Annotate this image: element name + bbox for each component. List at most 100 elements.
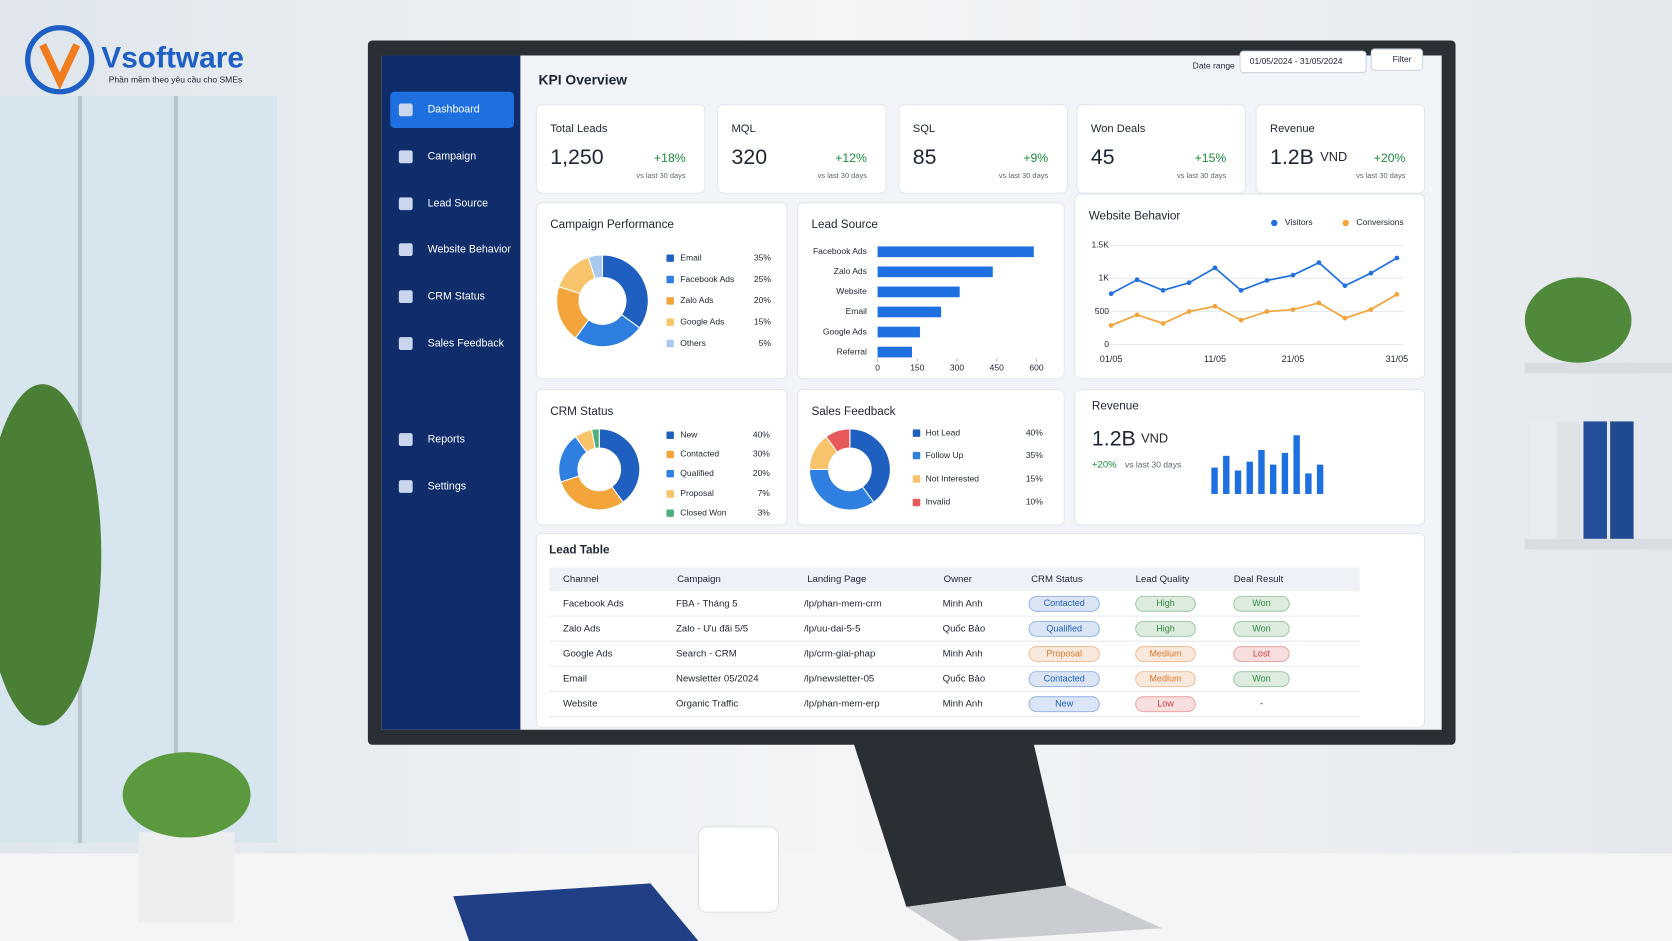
sidebar-icon (398, 150, 413, 164)
kpi-label: Revenue (1270, 123, 1315, 135)
revenue-unit: VND (1141, 431, 1168, 446)
filter-label: Filter (1393, 54, 1412, 64)
revenue-change: +20% (1092, 460, 1117, 471)
logo-ring (25, 25, 95, 95)
sidebar-item[interactable]: Reports (428, 433, 465, 445)
table-cell: Newsletter 05/2024 (676, 674, 759, 685)
mini-bar (1223, 455, 1230, 494)
line-point (1316, 300, 1322, 306)
kpi-note: vs last 30 days (999, 171, 1049, 180)
filter-button[interactable] (1370, 48, 1424, 71)
column-header: Deal Result (1234, 574, 1284, 585)
donut-slice (598, 428, 641, 503)
sidebar-item[interactable]: CRM Status (428, 290, 485, 302)
column-header: Lead Quality (1136, 574, 1190, 585)
legend-swatch (1342, 219, 1349, 227)
status-badge-label: Won (1252, 673, 1270, 683)
status-badge (1028, 595, 1100, 612)
x-tick-label: 450 (990, 362, 1004, 372)
legend-swatch (666, 490, 674, 498)
kpi-value-number: 320 (732, 145, 768, 169)
x-tick-label: 300 (950, 362, 964, 372)
table-cell: /lp/phan-mem-erp (804, 699, 880, 710)
line-point (1134, 312, 1140, 318)
table-cell: /lp/crm-giai-phap (804, 649, 875, 660)
line-point (1212, 303, 1218, 309)
status-badge (1135, 671, 1196, 688)
kpi-change: +15% (1195, 151, 1227, 165)
legend-swatch (666, 254, 674, 262)
mini-bar (1293, 435, 1300, 494)
column-header: CRM Status (1031, 574, 1083, 585)
sidebar-item[interactable]: Campaign (428, 151, 477, 163)
sidebar-item[interactable]: Settings (428, 480, 467, 492)
table-cell: Quốc Bảo (943, 674, 986, 685)
shelf (1524, 362, 1672, 374)
sidebar-item[interactable]: Dashboard (428, 104, 480, 116)
legend-swatch (666, 297, 674, 305)
data-label: 35% (1026, 450, 1043, 460)
status-badge (1028, 620, 1100, 637)
legend-label: Invalid (926, 497, 951, 507)
line-point (1394, 255, 1400, 261)
status-badge-label: Won (1252, 623, 1270, 633)
x-tick-label: 21/05 (1282, 354, 1305, 364)
line-point (1160, 321, 1166, 326)
status-badge-label: Contacted (1044, 673, 1085, 683)
kpi-label: Total Leads (550, 123, 608, 135)
status-badge-label: Lost (1253, 648, 1271, 658)
legend-label: Follow Up (926, 450, 964, 460)
table-cell: Facebook Ads (563, 598, 624, 609)
column-header: Campaign (677, 574, 721, 585)
x-tick-label: 150 (910, 362, 924, 372)
legend-label: Contacted (680, 449, 719, 459)
column-header: Owner (944, 574, 973, 585)
bar (877, 286, 960, 298)
sidebar-active[interactable] (390, 91, 514, 129)
revenue-number: 1.2B (1092, 426, 1136, 450)
page-title: KPI Overview (538, 72, 627, 88)
bar (877, 266, 993, 278)
mini-bar (1234, 470, 1242, 494)
kpi-value-number: 1,250 (550, 145, 603, 169)
line-point (1108, 291, 1114, 297)
x-tick-label: 01/05 (1100, 354, 1123, 364)
sidebar-item[interactable]: Lead Source (428, 198, 488, 210)
date-picker[interactable] (1239, 50, 1367, 74)
table-cell: FBA - Tháng 5 (676, 598, 738, 609)
kpi-label: SQL (913, 123, 935, 135)
bar (877, 246, 1034, 258)
sidebar-icon (398, 243, 413, 257)
legend-label: Qualified (680, 468, 714, 478)
line-point (1186, 309, 1192, 314)
table-cell: /lp/newsletter-05 (804, 674, 874, 685)
legend-label: Others (680, 338, 706, 348)
status-badge-label: Low (1157, 699, 1174, 709)
mini-bar (1269, 464, 1277, 494)
plant-pot (138, 832, 235, 923)
plant (1524, 277, 1632, 363)
sidebar-icon (398, 197, 413, 211)
kpi-value: 1.2B VND (1270, 145, 1347, 169)
revenue-note: vs last 30 days (1125, 459, 1181, 469)
y-tick-label: Email (846, 306, 867, 316)
status-badge (1233, 595, 1290, 612)
table-title: Lead Table (549, 544, 610, 557)
panel-title: Campaign Performance (550, 218, 674, 231)
line-point (1368, 307, 1374, 312)
card (898, 104, 1068, 194)
panel-title: Website Behavior (1089, 210, 1181, 223)
status-badge-label: New (1055, 699, 1074, 709)
sidebar (381, 55, 521, 730)
x-tick-label: 31/05 (1386, 354, 1409, 364)
legend-swatch (912, 475, 921, 483)
y-tick-label: Facebook Ads (813, 246, 867, 256)
legend-swatch (666, 450, 674, 459)
data-label: 40% (1026, 427, 1043, 437)
table-cell: - (1260, 699, 1263, 710)
sidebar-item[interactable]: Sales Feedback (428, 337, 505, 349)
line-point (1212, 265, 1218, 271)
line-point (1368, 270, 1374, 276)
legend-label: Not Interested (926, 473, 980, 483)
sidebar-item[interactable]: Website Behavior (428, 243, 512, 255)
